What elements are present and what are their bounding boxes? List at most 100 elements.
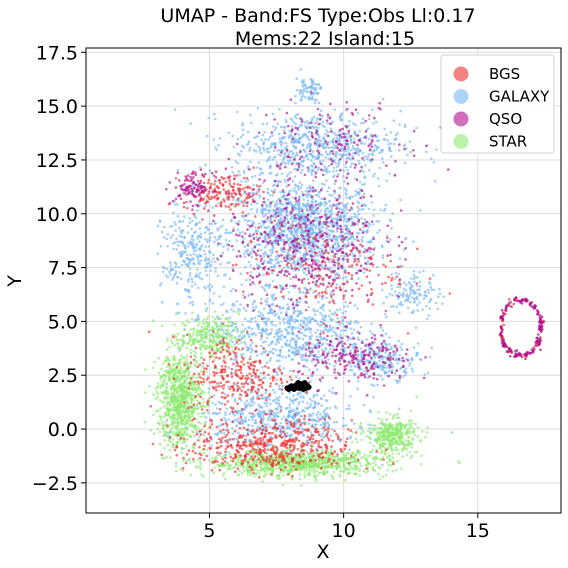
point-star xyxy=(226,467,229,471)
point-galaxy xyxy=(257,310,261,314)
point-galaxy xyxy=(330,391,334,394)
point-galaxy xyxy=(408,282,412,285)
point-galaxy xyxy=(325,152,329,156)
point-galaxy xyxy=(310,159,313,162)
point-galaxy xyxy=(370,201,374,204)
point-galaxy xyxy=(412,277,416,281)
point-galaxy xyxy=(367,225,370,229)
point-galaxy xyxy=(269,425,272,429)
point-galaxy xyxy=(282,415,286,418)
point-galaxy xyxy=(226,231,229,234)
point-galaxy xyxy=(298,251,302,254)
point-galaxy xyxy=(356,336,359,340)
point-galaxy xyxy=(372,214,375,217)
point-galaxy xyxy=(269,261,273,265)
point-galaxy xyxy=(307,305,311,309)
point-galaxy xyxy=(308,397,312,401)
point-galaxy xyxy=(381,157,384,160)
point-galaxy xyxy=(212,138,216,141)
point-star xyxy=(277,458,281,461)
point-galaxy xyxy=(331,386,335,390)
point-galaxy xyxy=(348,322,352,326)
point-galaxy xyxy=(309,215,313,218)
point-star xyxy=(318,471,322,475)
point-galaxy xyxy=(375,362,379,365)
point-galaxy xyxy=(236,228,240,232)
point-galaxy xyxy=(293,115,297,118)
point-galaxy xyxy=(321,237,325,241)
point-galaxy xyxy=(169,261,172,264)
point-galaxy xyxy=(293,261,297,264)
point-galaxy xyxy=(267,419,270,422)
point-galaxy xyxy=(331,229,335,233)
point-galaxy xyxy=(418,301,421,304)
point-galaxy xyxy=(224,273,227,276)
point-galaxy xyxy=(184,262,188,266)
point-galaxy xyxy=(400,348,404,352)
point-galaxy xyxy=(313,313,317,317)
point-galaxy xyxy=(274,215,278,219)
point-galaxy xyxy=(299,213,303,217)
point-galaxy xyxy=(372,175,375,178)
point-galaxy xyxy=(319,320,323,324)
point-star xyxy=(189,473,193,477)
point-galaxy xyxy=(191,300,194,304)
point-galaxy xyxy=(186,241,190,245)
point-galaxy xyxy=(325,296,328,300)
point-star xyxy=(205,448,209,452)
point-galaxy xyxy=(251,418,254,422)
point-galaxy xyxy=(266,336,269,340)
point-galaxy xyxy=(335,308,339,312)
point-galaxy xyxy=(307,368,311,372)
point-galaxy xyxy=(308,186,312,189)
point-galaxy xyxy=(174,265,177,269)
point-galaxy xyxy=(390,368,394,372)
point-galaxy xyxy=(341,153,345,156)
point-galaxy xyxy=(265,203,268,207)
point-galaxy xyxy=(356,223,359,226)
point-galaxy xyxy=(242,146,246,149)
point-star xyxy=(354,460,357,463)
point-galaxy xyxy=(368,251,372,254)
point-galaxy xyxy=(250,203,253,206)
point-galaxy xyxy=(267,209,271,212)
point-star xyxy=(300,484,303,487)
point-galaxy xyxy=(416,309,420,312)
point-star xyxy=(353,472,356,476)
point-galaxy xyxy=(306,199,310,202)
point-galaxy xyxy=(360,122,363,125)
point-galaxy xyxy=(249,351,253,354)
point-galaxy xyxy=(245,345,249,349)
point-galaxy xyxy=(222,245,225,248)
point-galaxy xyxy=(232,248,235,252)
point-galaxy xyxy=(283,250,286,254)
point-galaxy xyxy=(243,317,247,321)
point-galaxy xyxy=(247,260,251,264)
point-galaxy xyxy=(397,272,401,276)
point-galaxy xyxy=(251,415,255,419)
point-galaxy xyxy=(348,448,351,452)
point-galaxy xyxy=(345,196,348,200)
point-galaxy xyxy=(299,186,302,190)
point-galaxy xyxy=(315,413,319,417)
point-galaxy xyxy=(264,252,267,256)
point-galaxy xyxy=(255,235,258,239)
point-galaxy xyxy=(291,333,295,336)
point-galaxy xyxy=(323,423,327,426)
point-galaxy xyxy=(368,330,372,333)
point-galaxy xyxy=(296,213,300,217)
point-galaxy xyxy=(301,254,305,257)
point-galaxy xyxy=(319,306,322,310)
point-star xyxy=(216,453,219,457)
point-galaxy xyxy=(303,96,307,99)
point-galaxy xyxy=(204,256,208,259)
point-galaxy xyxy=(291,325,294,329)
point-galaxy xyxy=(283,146,287,150)
point-galaxy xyxy=(390,287,394,291)
point-star xyxy=(251,463,255,466)
point-galaxy xyxy=(262,273,265,277)
point-galaxy xyxy=(255,324,259,327)
point-galaxy xyxy=(274,342,278,346)
point-galaxy xyxy=(358,129,362,133)
point-galaxy xyxy=(356,216,359,220)
